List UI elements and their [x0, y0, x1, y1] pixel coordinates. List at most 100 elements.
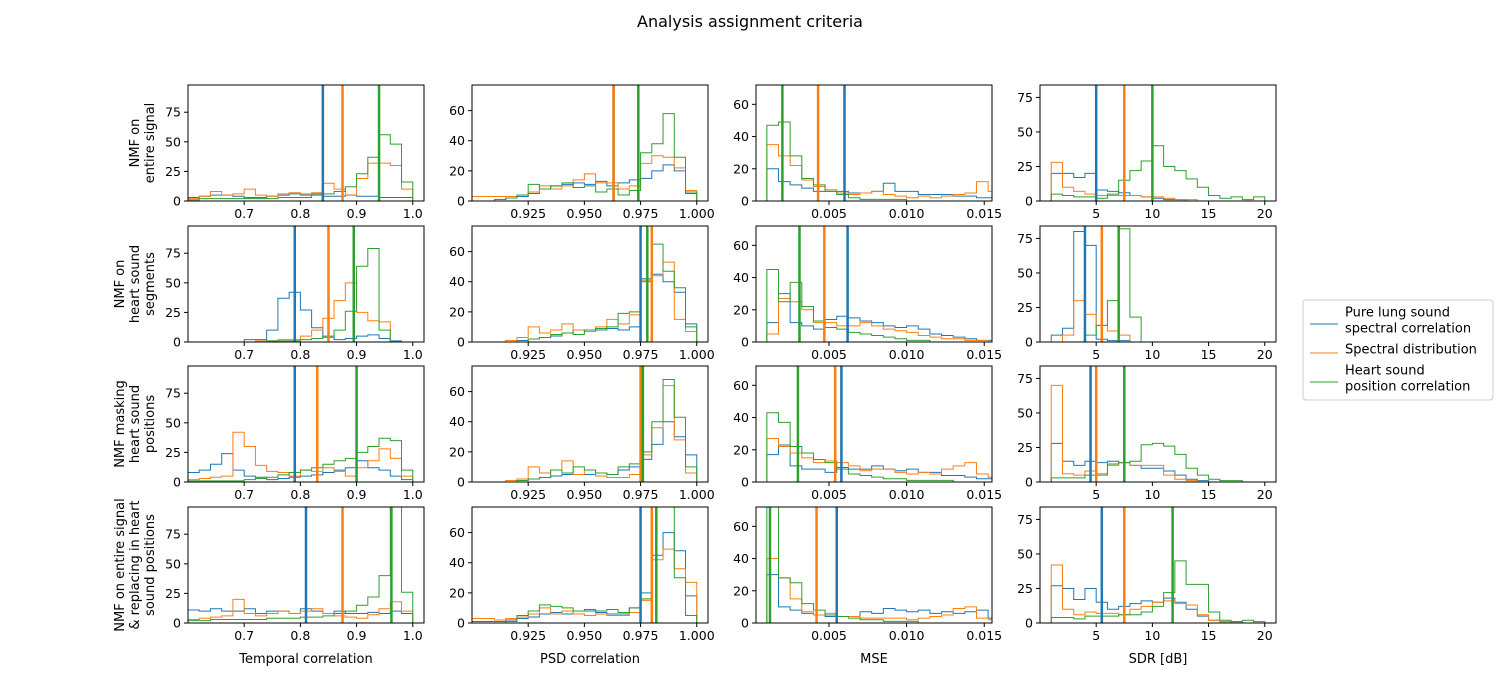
histogram-blue [188, 291, 413, 342]
x-tick-label: 0.8 [290, 628, 310, 643]
histogram-orange [766, 438, 992, 482]
histogram-green [188, 437, 414, 482]
panel-frame [1039, 365, 1277, 483]
histogram-green [472, 507, 698, 623]
panel-frame [755, 225, 993, 343]
row-label-line: & replacing in heart [128, 500, 143, 629]
x-tick-label: 0.925 [510, 347, 546, 362]
x-axis-label-1: Temporal correlation [238, 652, 372, 667]
plot-area [766, 85, 992, 201]
plot-area [188, 85, 414, 201]
y-tick-label: 0 [741, 335, 749, 350]
y-tick-label: 60 [449, 525, 465, 540]
y-tick-label: 0 [173, 475, 181, 490]
panel-r4-c3: 0.005 0.010 0.015 0 20 40 60 [733, 506, 1002, 643]
x-tick-label: 1.0 [403, 206, 423, 221]
histogram-green [1050, 560, 1266, 623]
x-tick-label: 1.000 [679, 347, 715, 362]
x-tick-label: 0.950 [566, 487, 602, 502]
y-tick-label: 25 [165, 586, 181, 601]
histogram-green [472, 113, 698, 201]
x-tick-label: 1.0 [403, 347, 423, 362]
x-tick-label: 1.0 [403, 628, 423, 643]
panel-r1-c2: 0.925 0.950 0.975 1.000 0 20 40 60 [449, 84, 715, 221]
row-label-line: segments [143, 252, 158, 316]
y-tick-label: 40 [449, 555, 465, 570]
panel-r2-c4: 5 10 15 20 0 25 50 75 [1017, 225, 1277, 362]
y-tick-label: 0 [173, 194, 181, 209]
y-tick-label: 25 [1017, 159, 1033, 174]
x-tick-label: 1.0 [403, 487, 423, 502]
x-tick-label: 0.925 [510, 628, 546, 643]
x-tick-label: 0.925 [510, 206, 546, 221]
x-tick-label: 5 [1092, 347, 1100, 362]
plot-area [1050, 507, 1266, 623]
legend-entry-2: Spectral distribution [1310, 343, 1477, 358]
y-tick-label: 0 [173, 335, 181, 350]
histogram-green [766, 269, 992, 342]
histogram-blue [766, 444, 992, 482]
x-tick-label: 0.7 [234, 487, 254, 502]
y-tick-label: 50 [1017, 265, 1033, 280]
x-tick-label: 0.8 [290, 487, 310, 502]
y-tick-label: 0 [741, 616, 749, 631]
histogram-blue [1050, 231, 1265, 342]
legend-label: Heart sound [1345, 364, 1425, 379]
x-tick-label: 0.015 [966, 206, 1002, 221]
y-tick-label: 25 [165, 445, 181, 460]
y-tick-label: 75 [165, 386, 181, 401]
row-label-line: NMF on entire signal [113, 498, 128, 631]
y-tick-label: 50 [1017, 546, 1033, 561]
x-tick-label: 0.9 [347, 206, 367, 221]
y-tick-label: 60 [733, 519, 749, 534]
panel-r2-c1: 0.7 0.8 0.9 1.0 0 25 50 75 [165, 225, 425, 362]
x-tick-label: 10 [1144, 628, 1160, 643]
panel-frame [471, 506, 709, 624]
x-tick-label: 1.000 [679, 206, 715, 221]
histogram-green [766, 507, 992, 623]
y-tick-label: 0 [1025, 475, 1033, 490]
x-tick-label: 5 [1092, 628, 1100, 643]
y-tick-label: 20 [733, 161, 749, 176]
x-tick-label: 10 [1144, 487, 1160, 502]
histogram-green [1050, 442, 1265, 482]
x-tick-label: 15 [1201, 206, 1217, 221]
row-label-line: NMF on [113, 260, 128, 309]
y-tick-label: 20 [449, 585, 465, 600]
y-tick-label: 40 [733, 551, 749, 566]
row-label-line: positions [143, 395, 158, 453]
x-tick-label: 0.9 [347, 487, 367, 502]
y-tick-label: 50 [1017, 124, 1033, 139]
y-tick-label: 50 [165, 556, 181, 571]
x-tick-label: 10 [1144, 206, 1160, 221]
row-label-line: NMF masking [113, 380, 128, 468]
y-tick-label: 20 [449, 304, 465, 319]
y-tick-label: 25 [1017, 581, 1033, 596]
x-tick-label: 15 [1201, 347, 1217, 362]
histogram-blue [1050, 585, 1265, 623]
panel-frame [471, 84, 709, 202]
plot-area [472, 366, 698, 482]
x-tick-label: 0.7 [234, 347, 254, 362]
row-label-3: NMF masking heart sound positions [113, 380, 158, 468]
panel-frame [1039, 84, 1277, 202]
histogram-green [1051, 228, 1265, 342]
histogram-blue [1050, 442, 1265, 482]
plot-area [188, 507, 414, 623]
histogram-orange [1051, 300, 1265, 342]
histogram-orange [188, 431, 414, 482]
y-tick-label: 75 [1017, 231, 1033, 246]
panel-frame [187, 84, 425, 202]
y-tick-label: 0 [1025, 616, 1033, 631]
histogram-orange [472, 155, 698, 201]
x-tick-label: 0.005 [811, 347, 847, 362]
x-tick-label: 0.9 [347, 347, 367, 362]
x-tick-label: 0.7 [234, 206, 254, 221]
y-tick-label: 60 [733, 378, 749, 393]
legend-frame [1302, 299, 1494, 401]
histogram-orange [188, 282, 413, 342]
y-tick-label: 40 [733, 270, 749, 285]
histogram-green [188, 247, 413, 342]
y-tick-label: 0 [457, 194, 465, 209]
